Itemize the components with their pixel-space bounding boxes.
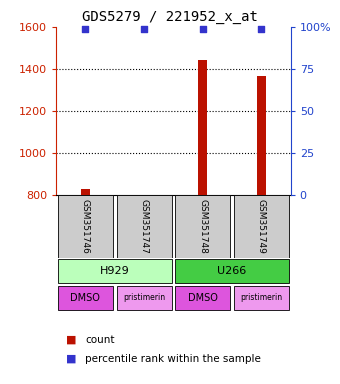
Bar: [234, 195, 289, 258]
Text: GSM351749: GSM351749: [257, 199, 266, 254]
Text: ■: ■: [66, 335, 77, 345]
Bar: [58, 286, 113, 310]
Bar: [234, 286, 289, 310]
Point: [83, 25, 88, 31]
Bar: [175, 259, 289, 283]
Bar: [58, 259, 172, 283]
Point: [141, 25, 147, 31]
Text: GDS5279 / 221952_x_at: GDS5279 / 221952_x_at: [82, 10, 258, 23]
Bar: [81, 189, 90, 195]
Text: DMSO: DMSO: [70, 293, 100, 303]
Point: [259, 25, 264, 31]
Text: count: count: [85, 335, 115, 345]
Bar: [257, 76, 266, 195]
Bar: [58, 195, 113, 258]
Text: percentile rank within the sample: percentile rank within the sample: [85, 354, 261, 364]
Bar: [175, 195, 230, 258]
Bar: [198, 60, 207, 195]
Bar: [175, 286, 230, 310]
Text: ■: ■: [66, 354, 77, 364]
Text: U266: U266: [217, 266, 247, 276]
Text: DMSO: DMSO: [188, 293, 218, 303]
Text: GSM351746: GSM351746: [81, 199, 90, 254]
Bar: [117, 195, 172, 258]
Text: H929: H929: [100, 266, 130, 276]
Bar: [117, 286, 172, 310]
Text: pristimerin: pristimerin: [123, 293, 165, 302]
Text: pristimerin: pristimerin: [240, 293, 283, 302]
Text: GSM351747: GSM351747: [140, 199, 149, 254]
Point: [200, 25, 205, 31]
Text: GSM351748: GSM351748: [198, 199, 207, 254]
